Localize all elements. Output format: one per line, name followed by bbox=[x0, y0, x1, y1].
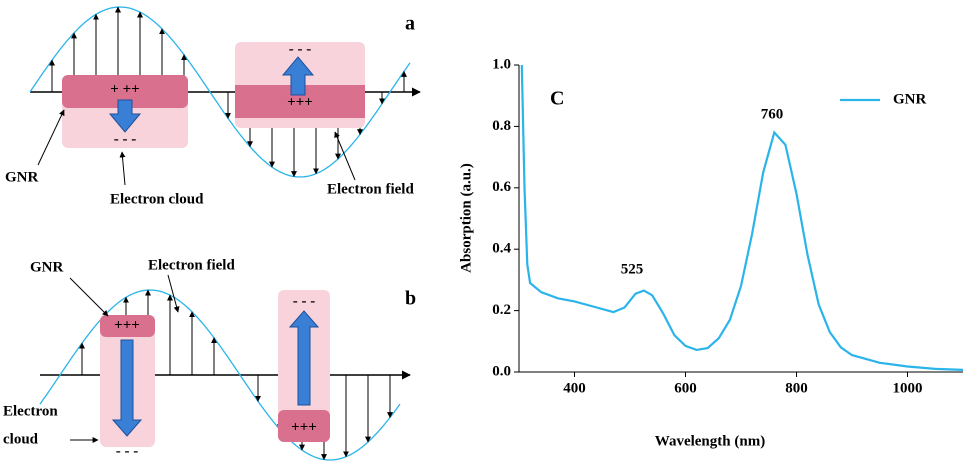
y-axis-title: Absorption (a.u.) bbox=[458, 163, 474, 273]
annotation: Electron field bbox=[148, 257, 235, 273]
y-tick-label: 0.2 bbox=[492, 302, 511, 318]
annotation: Electron field bbox=[327, 181, 414, 197]
gnr-charge-region bbox=[100, 315, 155, 337]
pointer bbox=[37, 109, 65, 166]
legend-label: GNR bbox=[893, 91, 927, 107]
x-axis-title: Wavelength (nm) bbox=[655, 433, 765, 449]
charge-label: +++ bbox=[287, 94, 313, 110]
panel-label: C bbox=[550, 88, 564, 110]
charge-label: + ++ bbox=[110, 81, 139, 97]
charge-label: - - - bbox=[289, 41, 312, 57]
chart: C Wavelength (nm) Absorption (a.u.) 0.0 0… bbox=[458, 56, 964, 449]
x-tick-label: 1000 bbox=[893, 380, 923, 396]
data-line bbox=[520, 64, 964, 371]
dipole-arrow bbox=[111, 339, 143, 437]
panel-label: a bbox=[405, 13, 415, 35]
charge-label: +++ bbox=[291, 419, 317, 435]
dipole-arrow bbox=[281, 56, 315, 96]
pointer bbox=[167, 274, 180, 313]
pointer bbox=[334, 131, 356, 181]
annotation: Electron cloud bbox=[110, 191, 204, 207]
annotation: GNR bbox=[30, 259, 64, 275]
annotation: Electron bbox=[3, 403, 58, 419]
x-tick-label: 600 bbox=[674, 380, 697, 396]
y-tick-label: 0.6 bbox=[492, 179, 511, 195]
dipole-arrow bbox=[288, 310, 320, 406]
dipole-arrow bbox=[108, 99, 142, 133]
y-tick-label: 0.8 bbox=[492, 118, 511, 134]
x-tick-label: 400 bbox=[563, 380, 586, 396]
gnr-charge-region bbox=[62, 75, 188, 108]
y-tick-label: 0.4 bbox=[492, 241, 511, 257]
pointer bbox=[119, 151, 126, 186]
pointer bbox=[69, 277, 109, 317]
y-tick-label: 0.0 bbox=[492, 363, 511, 379]
charge-label: - - - bbox=[293, 293, 316, 309]
charge-label: - - - bbox=[114, 131, 137, 147]
charge-label: +++ bbox=[114, 317, 140, 333]
peak-label: 760 bbox=[761, 106, 784, 122]
annotation: cloud bbox=[3, 431, 39, 447]
annotation: GNR bbox=[5, 169, 39, 185]
gnr-charge-region bbox=[278, 410, 330, 442]
x-tick-label: 800 bbox=[785, 380, 808, 396]
field-wave bbox=[39, 289, 401, 461]
panel-label: b bbox=[405, 288, 416, 310]
peak-label: 525 bbox=[621, 261, 644, 277]
y-tick-label: 1.0 bbox=[492, 56, 511, 72]
charge-label: - - - bbox=[116, 443, 139, 459]
